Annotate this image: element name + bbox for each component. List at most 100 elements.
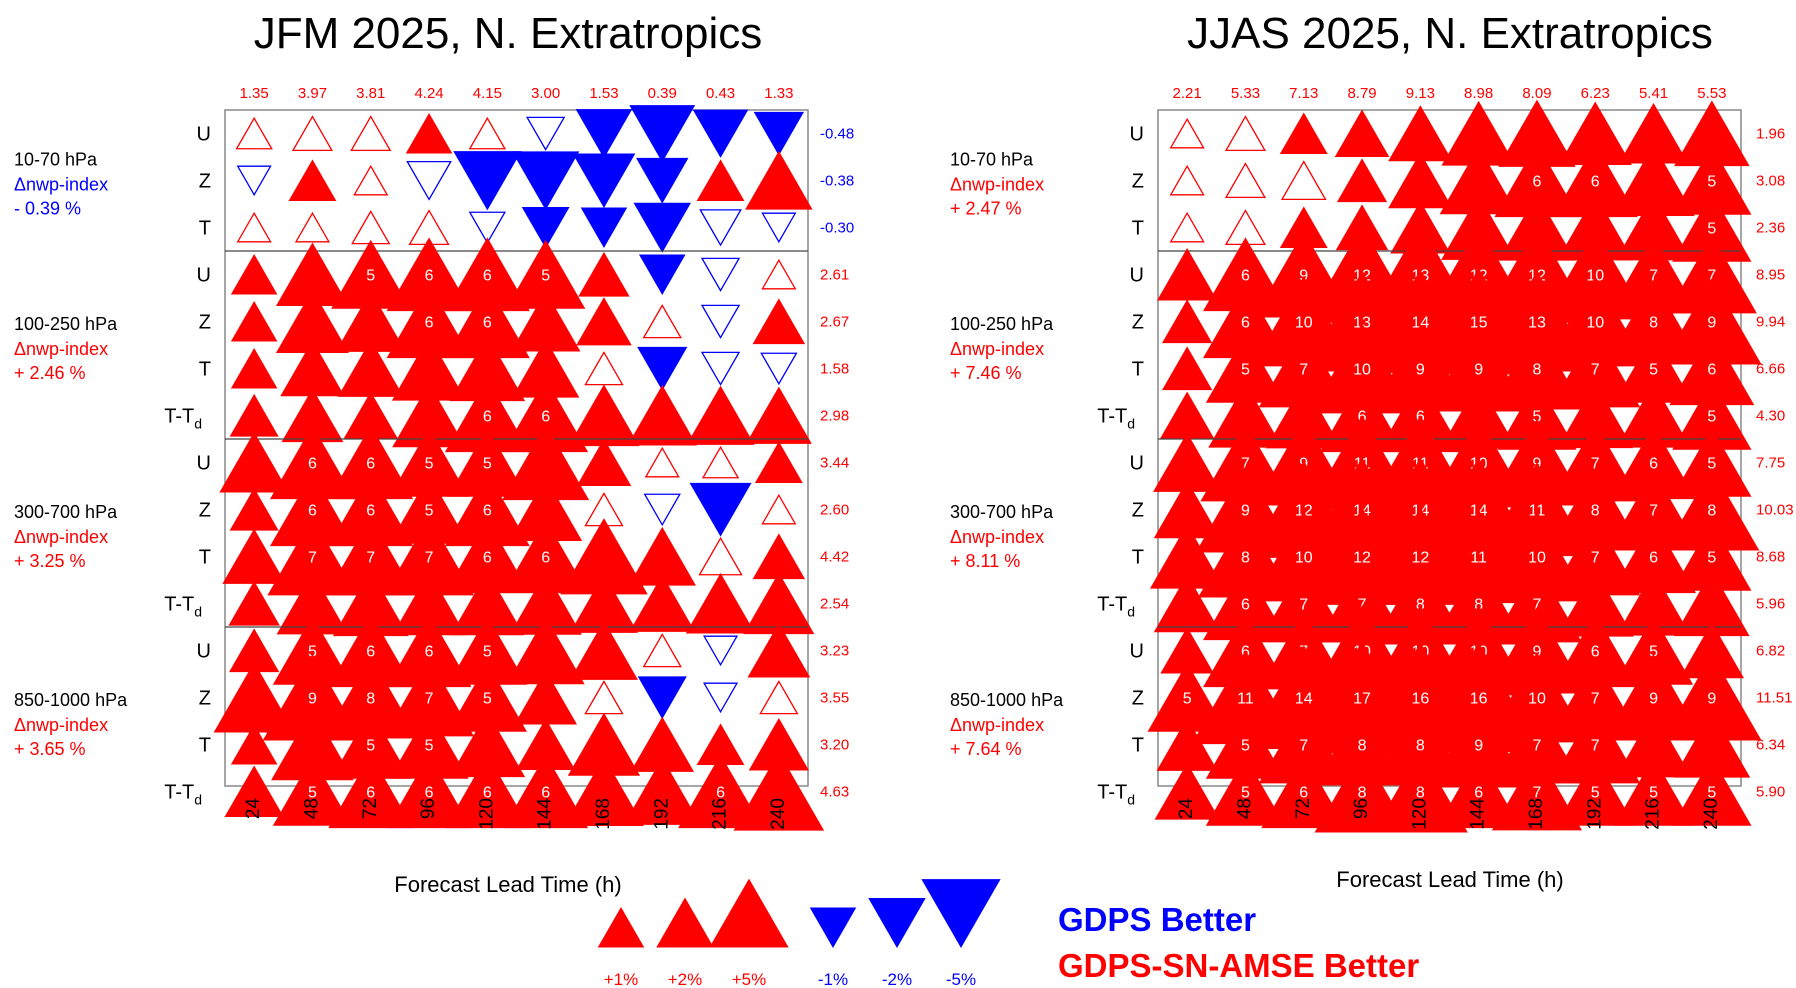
score-triangle <box>468 116 507 150</box>
column-total: 8.98 <box>1464 85 1493 102</box>
score-triangle <box>230 253 278 295</box>
score-triangle <box>698 536 743 576</box>
score-triangle <box>1224 115 1267 152</box>
score-triangle <box>453 151 522 211</box>
triangle-value-label: 7 <box>1649 503 1658 520</box>
variable-label: T-Td <box>164 406 202 432</box>
row-total: 8.95 <box>1756 267 1785 284</box>
score-triangle <box>1154 762 1220 820</box>
triangle-value-label: 9 <box>308 691 317 708</box>
triangle-value-label: 5 <box>1649 644 1658 661</box>
score-triangle <box>1162 299 1213 344</box>
score-triangle <box>1169 164 1205 196</box>
score-triangle <box>386 754 472 829</box>
score-triangle <box>700 351 741 386</box>
score-triangle <box>754 441 803 484</box>
score-triangle <box>228 580 280 626</box>
score-triangle <box>745 150 813 210</box>
x-tick-label: 120 <box>476 798 497 830</box>
score-triangle <box>623 757 701 825</box>
variable-label: T-Td <box>1097 594 1135 620</box>
triangle-value-label: 9 <box>1649 691 1658 708</box>
score-triangle <box>294 211 331 243</box>
variable-label: U <box>1130 453 1144 475</box>
triangle-value-label: 6 <box>1591 174 1600 191</box>
variable-label: U <box>197 453 211 475</box>
group-name: 850-1000 hPa <box>14 690 128 710</box>
triangle-value-label: 6 <box>366 785 375 802</box>
score-triangle <box>1162 346 1213 391</box>
row-total: 2.67 <box>820 314 849 331</box>
score-triangle <box>1261 754 1347 829</box>
triangle-value-label: 5 <box>1707 409 1716 426</box>
score-triangle <box>643 493 681 527</box>
variable-label: U <box>1130 641 1144 663</box>
triangle-value-label: 5 <box>1591 785 1600 802</box>
triangle-value-label: 9 <box>1707 691 1716 708</box>
x-tick-label: 120 <box>1409 798 1430 830</box>
variable-label: T <box>1132 359 1144 381</box>
variable-label: U <box>1130 124 1144 146</box>
triangle-value-label: 6 <box>716 785 725 802</box>
row-total: 7.75 <box>1756 455 1785 472</box>
triangle-value-label: 6 <box>1474 785 1483 802</box>
score-triangle <box>521 206 570 249</box>
score-triangle <box>572 153 636 209</box>
group-name: 850-1000 hPa <box>950 690 1064 710</box>
triangle-value-label: 6 <box>483 409 492 426</box>
legend-triangle <box>868 897 926 949</box>
triangle-value-label: 14 <box>1295 691 1313 708</box>
x-tick-label: 168 <box>1526 798 1547 830</box>
triangle-value-label: 6 <box>483 268 492 285</box>
triangle-value-label: 6 <box>1241 597 1250 614</box>
triangle-value-label: 5 <box>1649 785 1658 802</box>
score-triangle <box>702 682 739 714</box>
column-total: 3.00 <box>531 85 560 102</box>
triangle-value-label: 11 <box>1529 503 1546 520</box>
triangle-value-label: 13 <box>1528 315 1546 332</box>
row-total: 4.63 <box>820 784 849 801</box>
column-total: 8.09 <box>1522 85 1551 102</box>
triangle-value-label: 10 <box>1295 550 1313 567</box>
triangle-value-label: 5 <box>1707 550 1716 567</box>
score-triangle <box>1334 109 1390 157</box>
triangle-value-label: 15 <box>1470 315 1488 332</box>
triangle-value-label: 6 <box>1707 362 1716 379</box>
score-triangle <box>230 723 278 765</box>
score-triangle <box>1388 152 1453 209</box>
score-triangle <box>230 300 278 342</box>
variable-label: Z <box>1132 500 1144 522</box>
score-triangle <box>1672 756 1752 826</box>
x-tick-label: 192 <box>1584 798 1605 830</box>
group-name: 10-70 hPa <box>14 150 98 170</box>
score-triangle <box>733 751 825 831</box>
variable-label: Z <box>1132 312 1144 334</box>
group-name: 300-700 hPa <box>14 502 118 522</box>
triangle-value-label: 5 <box>308 644 317 661</box>
score-triangle <box>629 574 696 632</box>
triangle-value-label: 7 <box>366 550 375 567</box>
triangle-value-label: 13 <box>1353 315 1371 332</box>
score-triangle <box>761 258 797 290</box>
variable-label: U <box>1130 265 1144 287</box>
plot-frame <box>224 109 809 787</box>
group-name: 300-700 hPa <box>950 502 1054 522</box>
column-total: 3.81 <box>356 85 385 102</box>
score-triangle <box>580 207 628 249</box>
variable-label: T-Td <box>164 594 202 620</box>
score-triangle <box>701 445 740 479</box>
score-triangle <box>644 446 680 478</box>
x-axis-label: Forecast Lead Time (h) <box>394 872 621 897</box>
x-tick-label: 168 <box>593 798 614 830</box>
score-triangle <box>637 676 687 720</box>
score-triangle <box>761 212 797 244</box>
score-triangle <box>351 210 391 245</box>
score-triangle <box>699 209 742 247</box>
score-triangle <box>564 756 644 826</box>
column-total: 0.39 <box>648 85 677 102</box>
row-total: -0.30 <box>820 220 854 237</box>
index-label: Δnwp-index <box>950 339 1044 359</box>
score-triangle <box>1169 117 1205 149</box>
group-name: 100-250 hPa <box>950 314 1054 334</box>
triangle-value-label: 6 <box>483 785 492 802</box>
